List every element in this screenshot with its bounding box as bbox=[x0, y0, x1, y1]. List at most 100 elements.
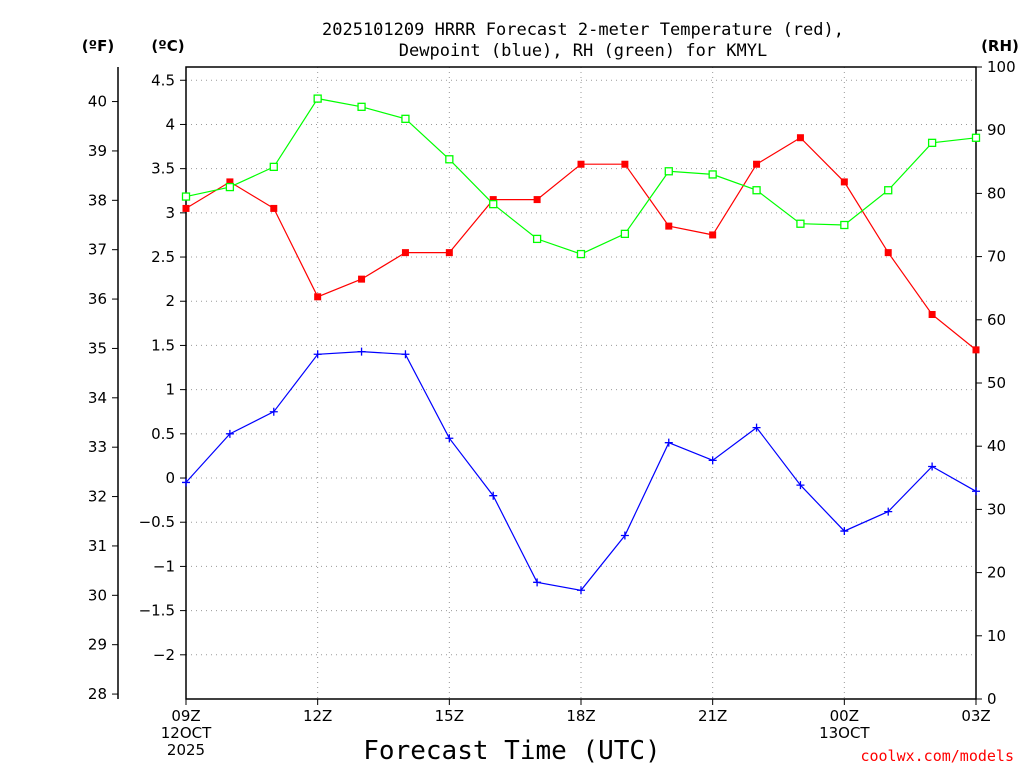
temperature-point bbox=[577, 160, 585, 168]
x-tick-label: 21Z bbox=[698, 707, 727, 725]
dewpoint-point bbox=[533, 578, 542, 587]
temperature-point bbox=[665, 222, 673, 230]
dewpoint-point bbox=[752, 423, 761, 432]
rh-tick-label: 10 bbox=[987, 627, 1006, 645]
rh-point bbox=[357, 102, 366, 111]
temperature-point bbox=[796, 134, 804, 142]
dewpoint-point bbox=[972, 487, 980, 496]
fahrenheit-tick-label: 36 bbox=[88, 290, 107, 308]
data-series bbox=[181, 94, 981, 595]
celsius-tick-label: 0 bbox=[165, 469, 175, 487]
celsius-tick-label: 3.5 bbox=[151, 160, 175, 178]
axes: −2 −1.5 −1 −0.5 0 0.5 1 1.5 2 2.5 3 3.5 4 4.5 28 29 30 31… bbox=[88, 58, 1016, 759]
x-tick-label: 00Z bbox=[830, 707, 859, 725]
dewpoint-point bbox=[664, 438, 673, 447]
dewpoint-point bbox=[577, 586, 585, 595]
celsius-tick-label: 4.5 bbox=[151, 71, 175, 89]
dewpoint-point bbox=[796, 481, 805, 490]
rh-point bbox=[971, 133, 981, 142]
celsius-tick-label: −2 bbox=[153, 646, 175, 664]
fahrenheit-tick-label: 38 bbox=[88, 191, 107, 209]
rh-tick-label: 80 bbox=[987, 184, 1006, 202]
credit-link[interactable]: coolwx.com/models bbox=[860, 747, 1014, 765]
dewpoint-point bbox=[928, 462, 937, 471]
temperature-point bbox=[489, 196, 497, 204]
dewpoint-point bbox=[401, 350, 410, 359]
x-tick-label: 12Z bbox=[303, 707, 332, 725]
temperature-point bbox=[753, 160, 761, 168]
fahrenheit-tick-label: 31 bbox=[88, 537, 107, 555]
rh-tick-label: 30 bbox=[987, 500, 1006, 518]
rh-tick-label: 20 bbox=[987, 564, 1006, 582]
rh-tick-label: 0 bbox=[987, 690, 997, 708]
celsius-unit-label: (ºC) bbox=[151, 37, 184, 55]
temperature-point bbox=[840, 178, 848, 186]
rh-tick-label: 60 bbox=[987, 311, 1006, 329]
dewpoint-point bbox=[269, 407, 278, 416]
dewpoint-point bbox=[840, 527, 849, 536]
temperature-point bbox=[709, 231, 717, 239]
rh-point bbox=[489, 199, 498, 209]
celsius-tick-label: 1.5 bbox=[151, 336, 175, 354]
temperature-point bbox=[182, 204, 190, 212]
celsius-tick-label: −1 bbox=[153, 557, 175, 575]
fahrenheit-tick-label: 35 bbox=[88, 339, 107, 357]
x-tick-label: 2025 bbox=[167, 741, 205, 759]
temperature-point bbox=[314, 293, 322, 301]
celsius-tick-label: 3 bbox=[165, 204, 175, 222]
x-axis-title: Forecast Time (UTC) bbox=[363, 736, 660, 766]
rh-point bbox=[532, 234, 542, 244]
temperature-point bbox=[358, 275, 366, 283]
rh-point bbox=[576, 249, 586, 259]
rh-tick-label: 50 bbox=[987, 374, 1006, 392]
rh-point bbox=[840, 220, 849, 230]
rh-point bbox=[225, 182, 235, 192]
temperature-point bbox=[270, 204, 278, 212]
rh-point bbox=[927, 138, 937, 147]
fahrenheit-unit-label: (ºF) bbox=[82, 37, 114, 55]
rh-point bbox=[269, 162, 278, 172]
celsius-tick-label: −1.5 bbox=[139, 602, 175, 620]
rh-point bbox=[884, 186, 893, 195]
x-tick-label: 18Z bbox=[566, 707, 595, 725]
x-tick-label: 12OCT bbox=[161, 724, 212, 742]
fahrenheit-tick-label: 29 bbox=[88, 636, 107, 654]
temperature-point bbox=[621, 160, 629, 168]
celsius-tick-label: 2.5 bbox=[151, 248, 175, 266]
fahrenheit-tick-label: 34 bbox=[88, 389, 107, 407]
x-tick-label: 09Z bbox=[171, 707, 200, 725]
dewpoint-point bbox=[489, 491, 498, 500]
rh-tick-label: 100 bbox=[987, 58, 1016, 76]
fahrenheit-tick-label: 28 bbox=[88, 685, 107, 703]
rh-tick-label: 90 bbox=[987, 121, 1006, 139]
chart-title-line-2: Dewpoint (blue), RH (green) for KMYL bbox=[399, 41, 767, 61]
fahrenheit-tick-label: 40 bbox=[88, 93, 107, 111]
temperature-point bbox=[226, 178, 234, 186]
rh-point bbox=[620, 229, 630, 238]
fahrenheit-tick-label: 39 bbox=[88, 142, 107, 160]
rh-point bbox=[181, 192, 191, 201]
celsius-tick-label: 0.5 bbox=[151, 425, 175, 443]
temperature-point bbox=[972, 346, 980, 354]
dewpoint-point bbox=[620, 531, 629, 540]
rh-point bbox=[313, 94, 322, 103]
dewpoint-point bbox=[884, 507, 893, 516]
x-tick-label: 15Z bbox=[435, 707, 464, 725]
rh-point bbox=[796, 219, 805, 228]
dewpoint-point bbox=[225, 429, 234, 438]
celsius-tick-label: −0.5 bbox=[139, 513, 175, 531]
celsius-tick-label: 4 bbox=[165, 115, 175, 133]
dewpoint-point bbox=[445, 434, 454, 443]
celsius-tick-label: 1 bbox=[165, 381, 175, 399]
fahrenheit-tick-label: 33 bbox=[88, 438, 107, 456]
dewpoint-point bbox=[182, 478, 190, 487]
temperature-point bbox=[401, 249, 409, 257]
fahrenheit-tick-label: 32 bbox=[88, 488, 107, 506]
x-tick-label: 13OCT bbox=[819, 724, 870, 742]
fahrenheit-tick-label: 37 bbox=[88, 241, 107, 259]
temperature-point bbox=[533, 196, 541, 204]
rh-point bbox=[664, 167, 673, 176]
chart-title-line-1: 2025101209 HRRR Forecast 2-meter Tempera… bbox=[322, 20, 844, 40]
